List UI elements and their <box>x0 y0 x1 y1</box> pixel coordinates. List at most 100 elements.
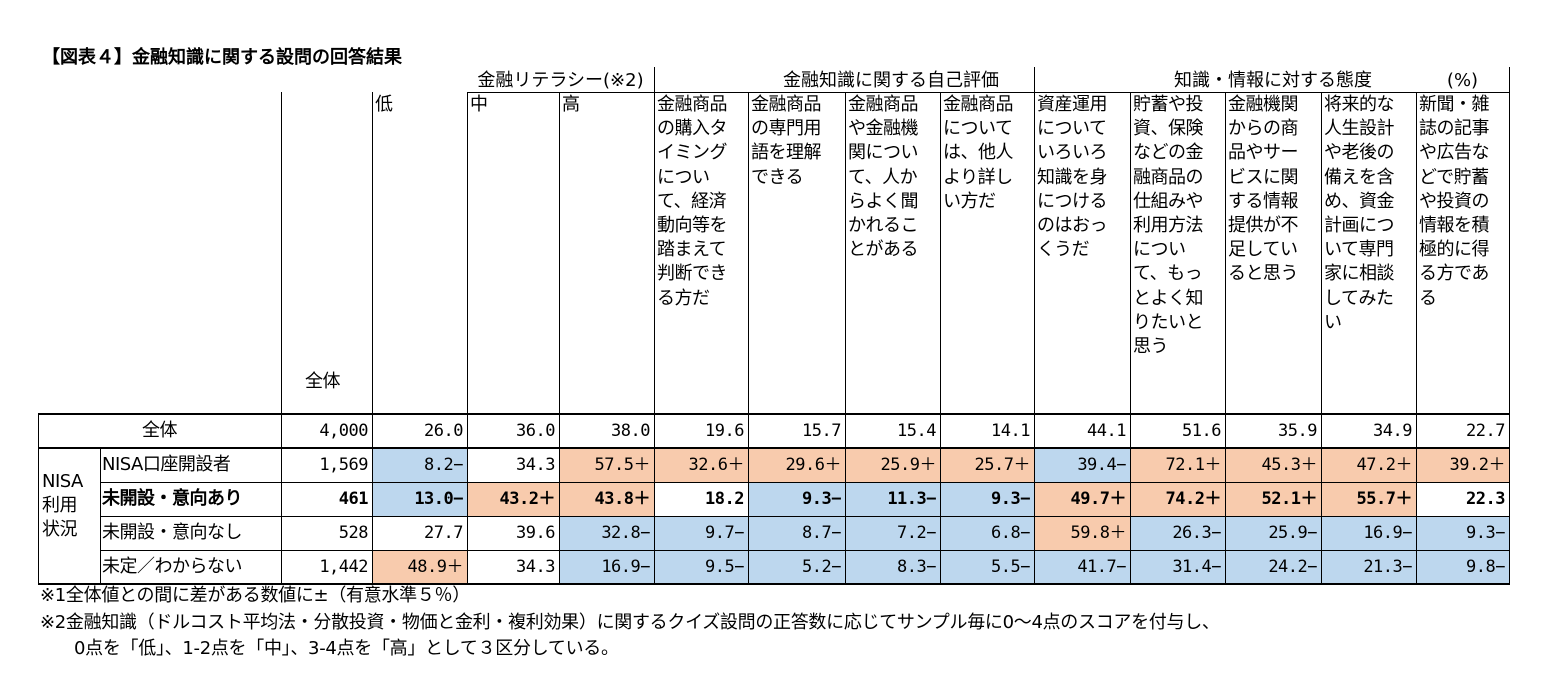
data-cell: 39.6 <box>516 523 555 543</box>
column-header-line: につい <box>1133 239 1186 261</box>
table-rule <box>100 482 1510 483</box>
column-header-line: の専門用 <box>751 118 822 140</box>
data-cell: 57.5＋ <box>559 448 654 482</box>
column-header-line: につい <box>657 166 710 188</box>
column-header-line: て、人か <box>848 166 918 188</box>
column-header: 新聞・雑 誌の記事 や広告な どで貯蓄 や投資の 情報を積 極的に得 る方である <box>1416 92 1509 414</box>
group-header: 金融知識に関する自己評価 <box>783 70 999 91</box>
data-cell: 29.6＋ <box>748 448 845 482</box>
column-header-line: る方であ <box>1419 263 1489 285</box>
chart-title: 【図表４】金融知識に関する設問の回答結果 <box>42 47 402 68</box>
column-header-line: につける <box>1037 190 1108 212</box>
row-label: 全体 <box>142 420 178 441</box>
column-header-line: 判断でき <box>657 263 728 285</box>
data-cell: 43.2＋ <box>467 482 559 516</box>
data-cell: 35.9 <box>1278 421 1317 441</box>
data-cell: 47.2＋ <box>1321 448 1416 482</box>
data-cell: 6.8− <box>940 516 1034 550</box>
table-rule <box>1034 67 1035 585</box>
data-cell: 31.4− <box>1130 550 1225 584</box>
table-rule <box>38 413 1510 415</box>
column-header-line: 金融機関 <box>1228 94 1299 115</box>
data-cell: 8.7− <box>748 516 845 550</box>
table-rule <box>1225 92 1226 585</box>
data-cell: 34.3 <box>516 557 555 577</box>
column-header-line: どで貯蓄 <box>1419 166 1489 188</box>
data-cell: 13.0− <box>372 482 467 516</box>
data-cell: 8.2− <box>372 448 467 482</box>
column-header-line: 誌の記事 <box>1419 118 1490 140</box>
data-cell: 34.3 <box>516 455 555 475</box>
data-cell: 25.7＋ <box>940 448 1034 482</box>
table-rule <box>38 414 39 585</box>
data-cell: 9.3− <box>748 482 845 516</box>
footnote-3: 0点を「低」、1-2点を「中」、3-4点を「高」として３区分している。 <box>74 638 619 659</box>
row-group-label-line: NISA <box>42 471 83 492</box>
total-value: 1,442 <box>319 557 368 577</box>
data-cell: 52.1＋ <box>1225 482 1321 516</box>
column-header: 中 <box>467 92 559 414</box>
data-cell: 25.9＋ <box>845 448 940 482</box>
data-cell: 9.8− <box>1416 550 1509 584</box>
column-header-line: してみた <box>1324 287 1394 309</box>
footnote-1: ※1全体値との間に差がある数値に±（有意水準５％） <box>40 585 470 606</box>
column-header-line: の購入タ <box>657 118 728 140</box>
footnote-2: ※2金融知識（ドルコスト平均法・分散投資・物価と金利・複利効果）に関するクイズ設… <box>40 612 1220 633</box>
column-header-line: 中 <box>470 94 488 115</box>
data-cell: 19.6 <box>705 421 744 441</box>
table-rule <box>467 92 1510 93</box>
column-header-line: や老後の <box>1324 142 1395 164</box>
column-header-line: い <box>1324 311 1342 333</box>
data-cell: 15.7 <box>802 421 841 441</box>
column-header-line: りたいと <box>1133 311 1204 333</box>
column-header-line: について <box>1037 118 1107 140</box>
data-cell: 21.3− <box>1321 550 1416 584</box>
group-header: 知識・情報に対する態度 <box>1174 70 1372 91</box>
table-rule <box>654 67 655 585</box>
column-header-line: 備えを含 <box>1324 166 1395 188</box>
data-cell: 5.5− <box>940 550 1034 584</box>
column-header-line: について <box>943 118 1013 140</box>
data-cell: 39.4− <box>1034 448 1130 482</box>
table-rule <box>1130 92 1131 585</box>
column-header-line: 極的に得 <box>1419 239 1490 261</box>
column-header-line: や金融機 <box>848 118 919 140</box>
column-header-line: て、もっ <box>1133 263 1203 285</box>
data-cell: 22.3 <box>1466 489 1505 509</box>
table-rule <box>748 92 749 585</box>
table-rule <box>100 516 1510 517</box>
table-rule <box>1321 92 1322 585</box>
total-header: 全体 <box>305 371 341 392</box>
data-cell: 9.3− <box>1416 516 1509 550</box>
table-rule <box>1416 92 1417 585</box>
column-header-line: 金融商品 <box>751 94 822 115</box>
column-header-line: る方だ <box>657 287 710 309</box>
table-rule <box>940 92 941 585</box>
column-header-line: かれるこ <box>848 215 919 237</box>
column-header-line: め、資金 <box>1324 190 1395 212</box>
column-header-line: 融商品の <box>1133 166 1204 188</box>
column-header-line: て、経済 <box>657 190 727 212</box>
column-header-line: 情報を積 <box>1419 215 1490 237</box>
column-header: 資産運用 について いろいろ 知識を身 につける のはおっ くうだ <box>1034 92 1130 414</box>
table-rule <box>38 583 1510 585</box>
column-header-line: とがある <box>848 239 919 261</box>
row-group-label-line: 状況 <box>42 519 78 540</box>
data-cell: 22.7 <box>1466 421 1505 441</box>
column-header-line: イミング <box>657 142 728 164</box>
data-cell: 32.6＋ <box>654 448 748 482</box>
column-header-line: 利用方法 <box>1133 215 1204 237</box>
data-cell: 72.1＋ <box>1130 448 1225 482</box>
column-header-line: 品やサー <box>1228 142 1299 164</box>
row-label: 未開設・意向あり <box>102 488 243 509</box>
column-header-line: 関につい <box>848 142 919 164</box>
column-header-line: いろいろ <box>1037 142 1108 164</box>
column-header-line: や投資の <box>1419 190 1490 212</box>
data-cell: 39.2＋ <box>1416 448 1509 482</box>
total-value: 528 <box>338 523 369 543</box>
data-cell: 48.9＋ <box>372 550 467 584</box>
column-header-line: 語を理解 <box>751 142 822 164</box>
column-header-line: い方だ <box>943 190 996 212</box>
column-header-line: 動向等を <box>657 215 728 237</box>
data-cell: 38.0 <box>611 421 650 441</box>
